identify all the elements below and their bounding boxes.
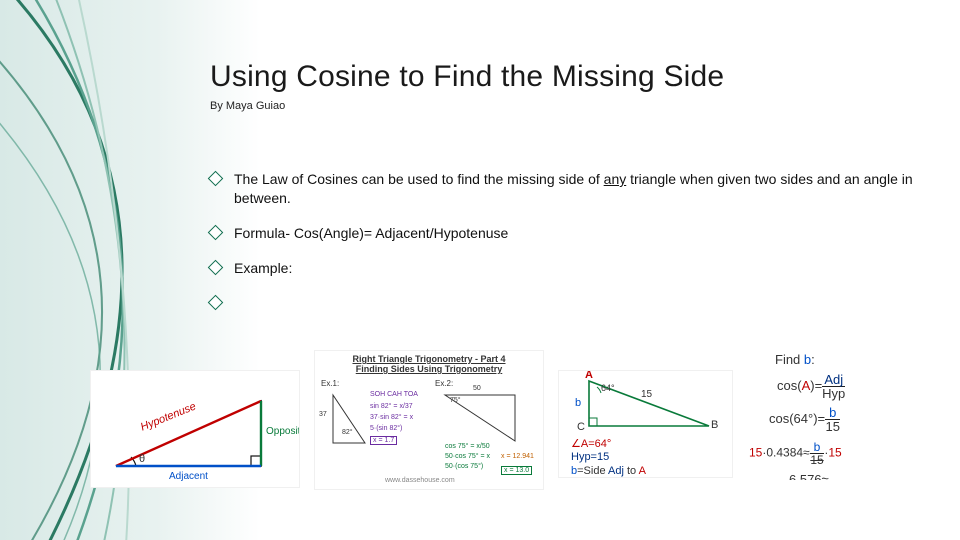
bullet-text: Formula- Cos(Angle)= Adjacent/Hypotenuse: [234, 225, 508, 241]
work-l0: SOH CAH TOA: [370, 391, 418, 398]
work-r3: x = 12.941: [501, 453, 534, 460]
work-r4: x = 13.0: [501, 466, 532, 475]
label-B: B: [711, 419, 718, 431]
figure-triangle-abc: A B C b 64° 15 ∠A=64° Hyp=15 b=Side Adj …: [558, 370, 733, 478]
bullet-item: The Law of Cosines can be used to find t…: [210, 170, 920, 208]
bullet-text-pre: The Law of Cosines can be used to find t…: [234, 171, 604, 187]
line3: b=Side Adj to A: [571, 465, 646, 477]
work-r2: 50·(cos 75°): [445, 463, 483, 470]
figure-triangle-basic: Hypotenuse Opposite Adjacent θ: [90, 370, 300, 488]
bullet-list: The Law of Cosines can be used to find t…: [210, 170, 920, 278]
line2: Hyp=15: [571, 451, 609, 463]
line1: ∠A=64°: [571, 437, 611, 450]
work-l1: sin 82° = x/37: [370, 403, 413, 410]
bullet-item: Example:: [210, 259, 920, 278]
figure-solve-b: Find b: cos(A)=AdjHyp cos(64°)=b15 15·0.…: [747, 350, 922, 480]
slide-title: Using Cosine to Find the Missing Side: [210, 60, 920, 94]
label-A: A: [585, 370, 593, 381]
label-side: 15: [641, 389, 652, 400]
eq3: 15·0.4384≈b15·15: [749, 441, 922, 466]
eq2: cos(64°)=b15: [769, 406, 922, 433]
bullet-item: Formula- Cos(Angle)= Adjacent/Hypotenuse: [210, 224, 920, 243]
label-b: b: [575, 397, 581, 409]
label-75: 75°: [450, 397, 461, 404]
label-C: C: [577, 421, 585, 433]
bullet-text: Example:: [234, 260, 292, 276]
label-theta: θ: [139, 453, 145, 465]
figure-row: Hypotenuse Opposite Adjacent θ Right Tri…: [90, 370, 922, 510]
slide-subtitle: By Maya Guiao: [210, 100, 920, 112]
work-r0: cos 75° = x/50: [445, 443, 490, 450]
label-opposite: Opposite: [266, 426, 300, 437]
label-37: 37: [319, 411, 327, 418]
work-l2: 37·sin 82° = x: [370, 414, 413, 421]
eq1: cos(A)=AdjHyp: [777, 373, 922, 400]
figure-worksheet: Right Triangle Trigonometry - Part 4 Fin…: [314, 350, 544, 490]
find-label: Find b:: [775, 352, 922, 367]
work-r1: 50·cos 75° = x: [445, 453, 490, 460]
work-l3: 5·(sin 82°): [370, 425, 402, 432]
label-50: 50: [473, 385, 481, 392]
label-82: 82°: [342, 429, 353, 436]
label-adjacent: Adjacent: [169, 471, 208, 482]
worksheet-footer: www.dassehouse.com: [385, 477, 455, 484]
label-angle: 64°: [601, 383, 615, 393]
eq4: 6.576≈: [789, 472, 922, 480]
bullet-text-underline: any: [604, 171, 627, 187]
work-l4: x = 1.7: [370, 436, 397, 445]
